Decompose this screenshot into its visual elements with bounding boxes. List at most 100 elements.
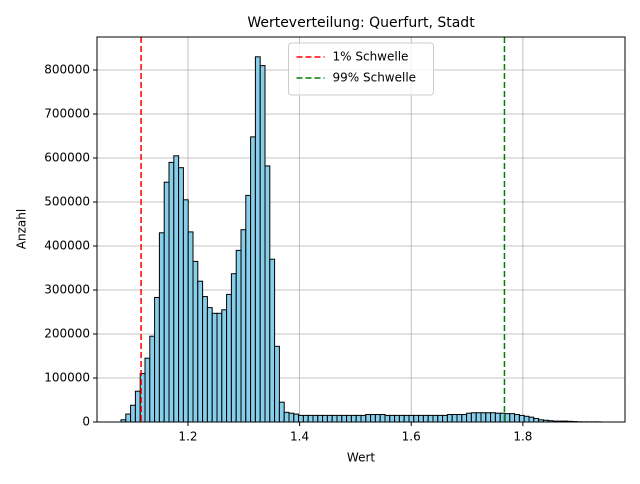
bar [203,297,208,422]
bar [227,294,232,422]
bar [251,137,256,422]
bar [356,415,361,422]
bar [174,156,179,422]
y-tick-label: 100000 [44,371,90,385]
bar [452,415,457,422]
y-tick-label: 500000 [44,195,90,209]
legend-label: 99% Schwelle [333,71,417,85]
bar [519,415,524,422]
bar [428,415,433,422]
chart-title: Werteverteilung: Querfurt, Stadt [247,15,475,31]
bar [212,313,217,422]
bar [433,415,438,422]
bar [529,417,534,422]
bar [145,358,150,422]
y-tick-label: 400000 [44,239,90,253]
bar [150,336,155,422]
bar [279,402,284,422]
bar [371,415,376,422]
bar [375,415,380,422]
bar [423,415,428,422]
bar [462,415,467,422]
bar [255,57,260,422]
x-axis-label: Wert [347,451,375,465]
bar [361,415,366,422]
bar [486,413,491,422]
bar [414,415,419,422]
bar [265,166,270,422]
bar [260,66,265,422]
bar [164,182,169,422]
bar [323,415,328,422]
y-tick-label: 0 [82,415,90,429]
bar [169,162,174,422]
bar [385,415,390,422]
bar [159,233,164,422]
bar [457,415,462,422]
bar [510,414,515,422]
bar [246,195,251,422]
y-axis-label: Anzahl [15,209,29,249]
bar [318,415,323,422]
bar [491,413,496,422]
legend-label: 1% Schwelle [333,50,409,64]
bar [471,413,476,422]
bar [419,415,424,422]
bar [337,415,342,422]
bar [505,414,510,422]
bar [131,405,136,422]
bar [188,232,193,422]
x-tick-label: 1.6 [402,430,421,444]
bar [534,418,539,422]
bar [409,415,414,422]
y-tick-label: 800000 [44,63,90,77]
bar [515,415,520,422]
bar [183,200,188,422]
bar [476,413,481,422]
bar [327,415,332,422]
y-tick-label: 700000 [44,107,90,121]
bar [351,415,356,422]
bar [198,281,203,422]
bar [404,415,409,422]
bar [135,391,140,422]
bar [438,415,443,422]
bar [275,346,280,422]
bar [399,415,404,422]
bar [347,415,352,422]
x-tick-label: 1.4 [290,430,309,444]
bar [524,416,529,422]
bar [395,415,400,422]
bar [193,261,198,422]
bar [289,413,294,422]
bar [207,308,212,422]
bar [294,414,299,422]
x-tick-label: 1.2 [178,430,197,444]
y-tick-label: 600000 [44,151,90,165]
bar [270,259,275,422]
bar [155,297,160,422]
bar [332,415,337,422]
bar [342,415,347,422]
bar [447,415,452,422]
bar [390,415,395,422]
bar [443,415,448,422]
bar [236,250,241,422]
y-tick-label: 200000 [44,327,90,341]
bar [380,415,385,422]
bar [179,168,184,422]
bar [303,415,308,422]
bar [126,414,131,422]
bar [241,230,246,422]
bar [481,413,486,422]
bar [231,274,236,422]
x-tick-label: 1.8 [513,430,532,444]
bar [313,415,318,422]
bar [467,413,472,422]
bar [308,415,313,422]
y-tick-label: 300000 [44,283,90,297]
bar [217,313,222,422]
bar [366,415,371,422]
bar [222,310,227,422]
